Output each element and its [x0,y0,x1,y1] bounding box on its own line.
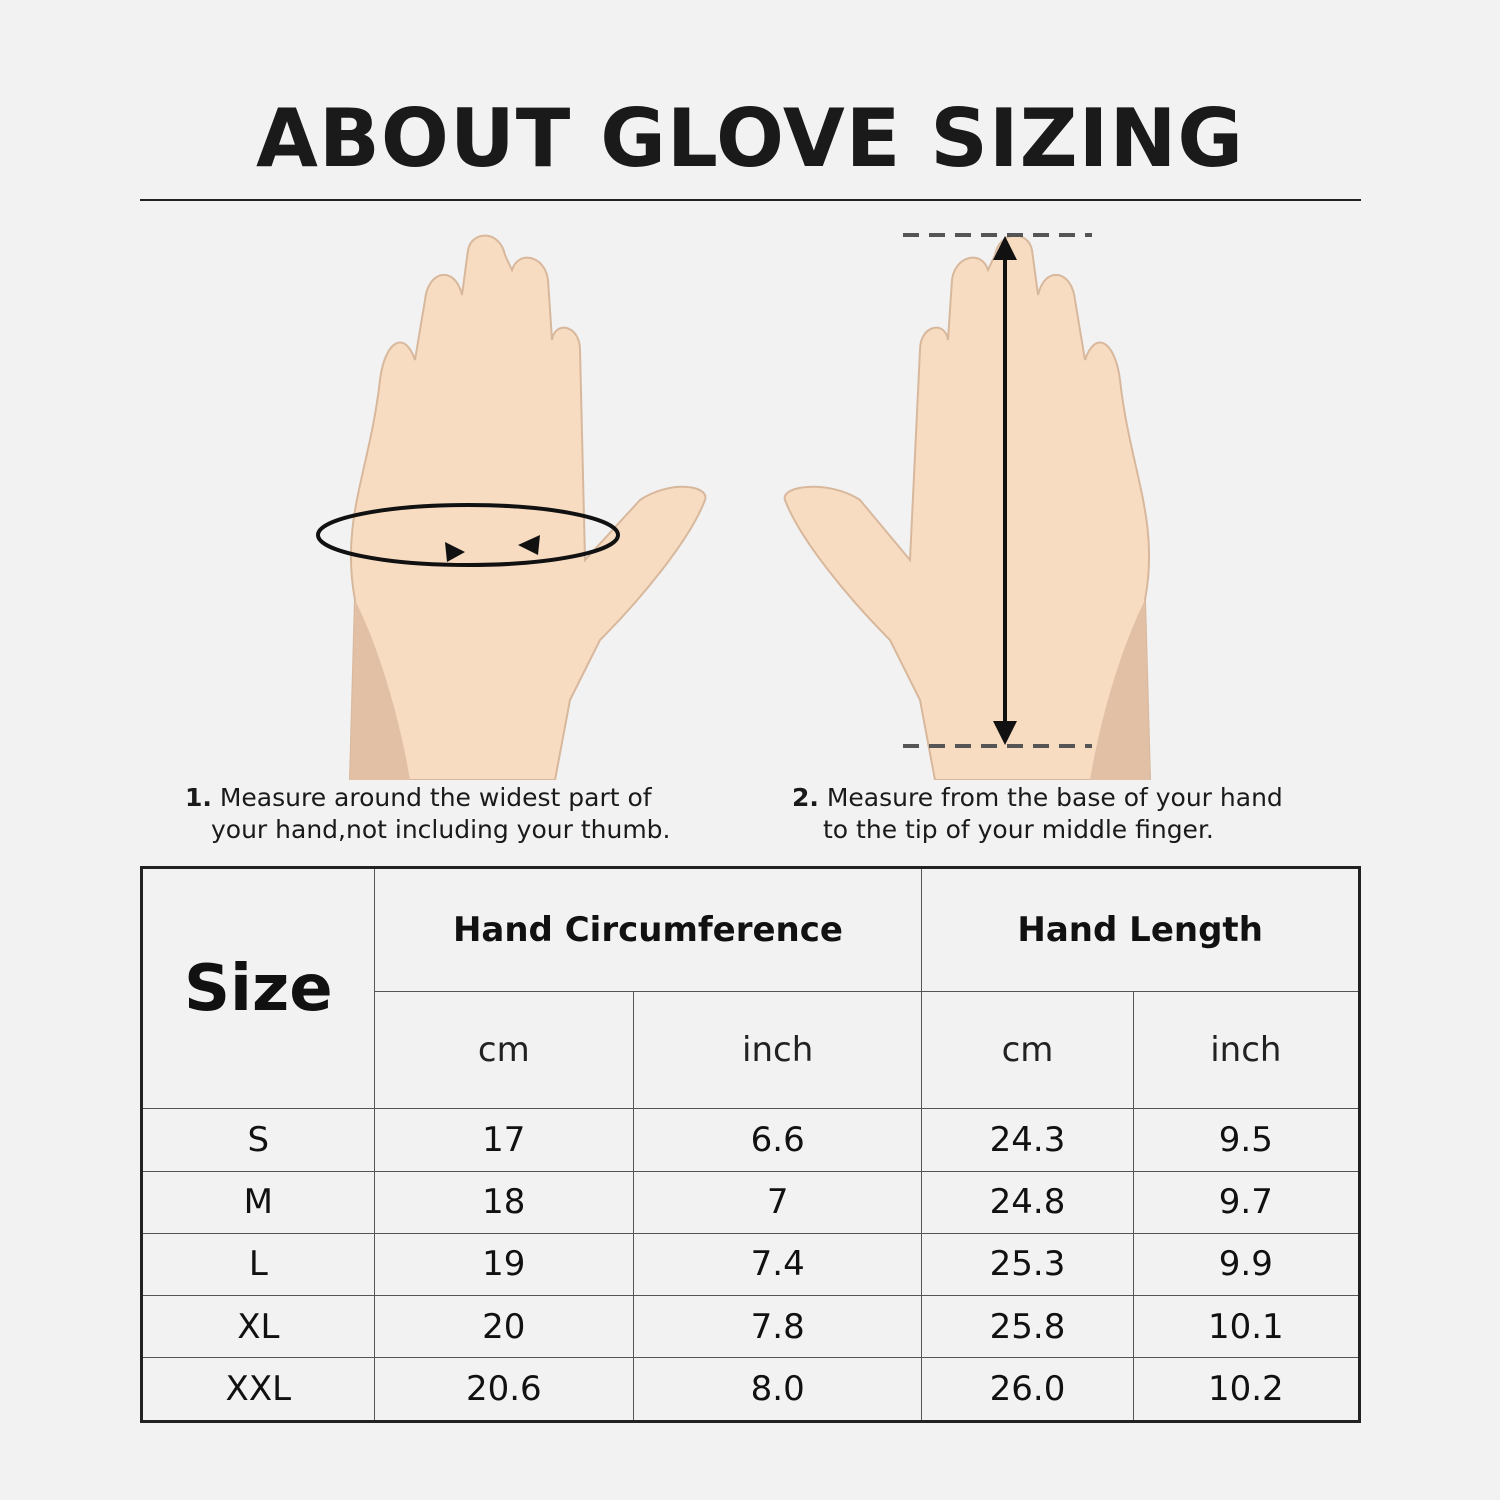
title-divider [140,199,1361,201]
cell-size: XL [141,1294,375,1359]
cell-len-cm: 24.3 [921,1108,1134,1172]
instruction-2: 2. Measure from the base of your hand to… [792,783,1283,844]
cell-len-in: 10.2 [1132,1357,1361,1422]
cell-circ-in: 7.4 [633,1232,923,1296]
table-row: L 19 7.4 25.3 9.9 [141,1232,1361,1296]
circumference-header: Hand Circumference [373,866,923,993]
table-row: S 17 6.6 24.3 9.5 [141,1108,1361,1172]
cell-circ-cm: 17 [373,1108,635,1172]
length-header: Hand Length [921,866,1360,993]
page-title: ABOUT GLOVE SIZING [255,92,1245,185]
cell-len-cm: 25.3 [921,1232,1134,1296]
table-row: XXL 20.6 8.0 26.0 10.2 [141,1357,1361,1422]
cell-circ-cm: 20 [373,1294,635,1359]
size-chart-table: Size Hand Circumference Hand Length cm i… [140,866,1361,1423]
cell-len-in: 9.7 [1132,1170,1361,1234]
cell-circ-cm: 19 [373,1232,635,1296]
unit-header: inch [633,991,923,1110]
cell-len-in: 10.1 [1132,1294,1361,1359]
cell-len-in: 9.9 [1132,1232,1361,1296]
cell-circ-in: 7.8 [633,1294,923,1359]
cell-circ-cm: 18 [373,1170,635,1234]
cell-size: XXL [141,1357,375,1422]
table-row: XL 20 7.8 25.8 10.1 [141,1294,1361,1359]
cell-len-in: 9.5 [1132,1108,1361,1172]
cell-len-cm: 24.8 [921,1170,1134,1234]
cell-len-cm: 26.0 [921,1357,1134,1422]
cell-circ-cm: 20.6 [373,1357,635,1422]
unit-header: inch [1132,991,1361,1110]
cell-size: L [141,1232,375,1296]
cell-circ-in: 7 [633,1170,923,1234]
unit-header: cm [921,991,1134,1110]
unit-header: cm [373,991,635,1110]
cell-circ-in: 6.6 [633,1108,923,1172]
table-row: M 18 7 24.8 9.7 [141,1170,1361,1234]
hand-illustrations [316,233,1152,780]
size-header: Size [141,866,375,1110]
cell-size: S [141,1108,375,1172]
instruction-1: 1. Measure around the widest part of you… [185,783,671,844]
left-hand-illustration [316,234,707,780]
right-hand-illustration [783,233,1152,780]
cell-size: M [141,1170,375,1234]
cell-len-cm: 25.8 [921,1294,1134,1359]
circumference-arrow-icon [316,503,620,567]
cell-circ-in: 8.0 [633,1357,923,1422]
